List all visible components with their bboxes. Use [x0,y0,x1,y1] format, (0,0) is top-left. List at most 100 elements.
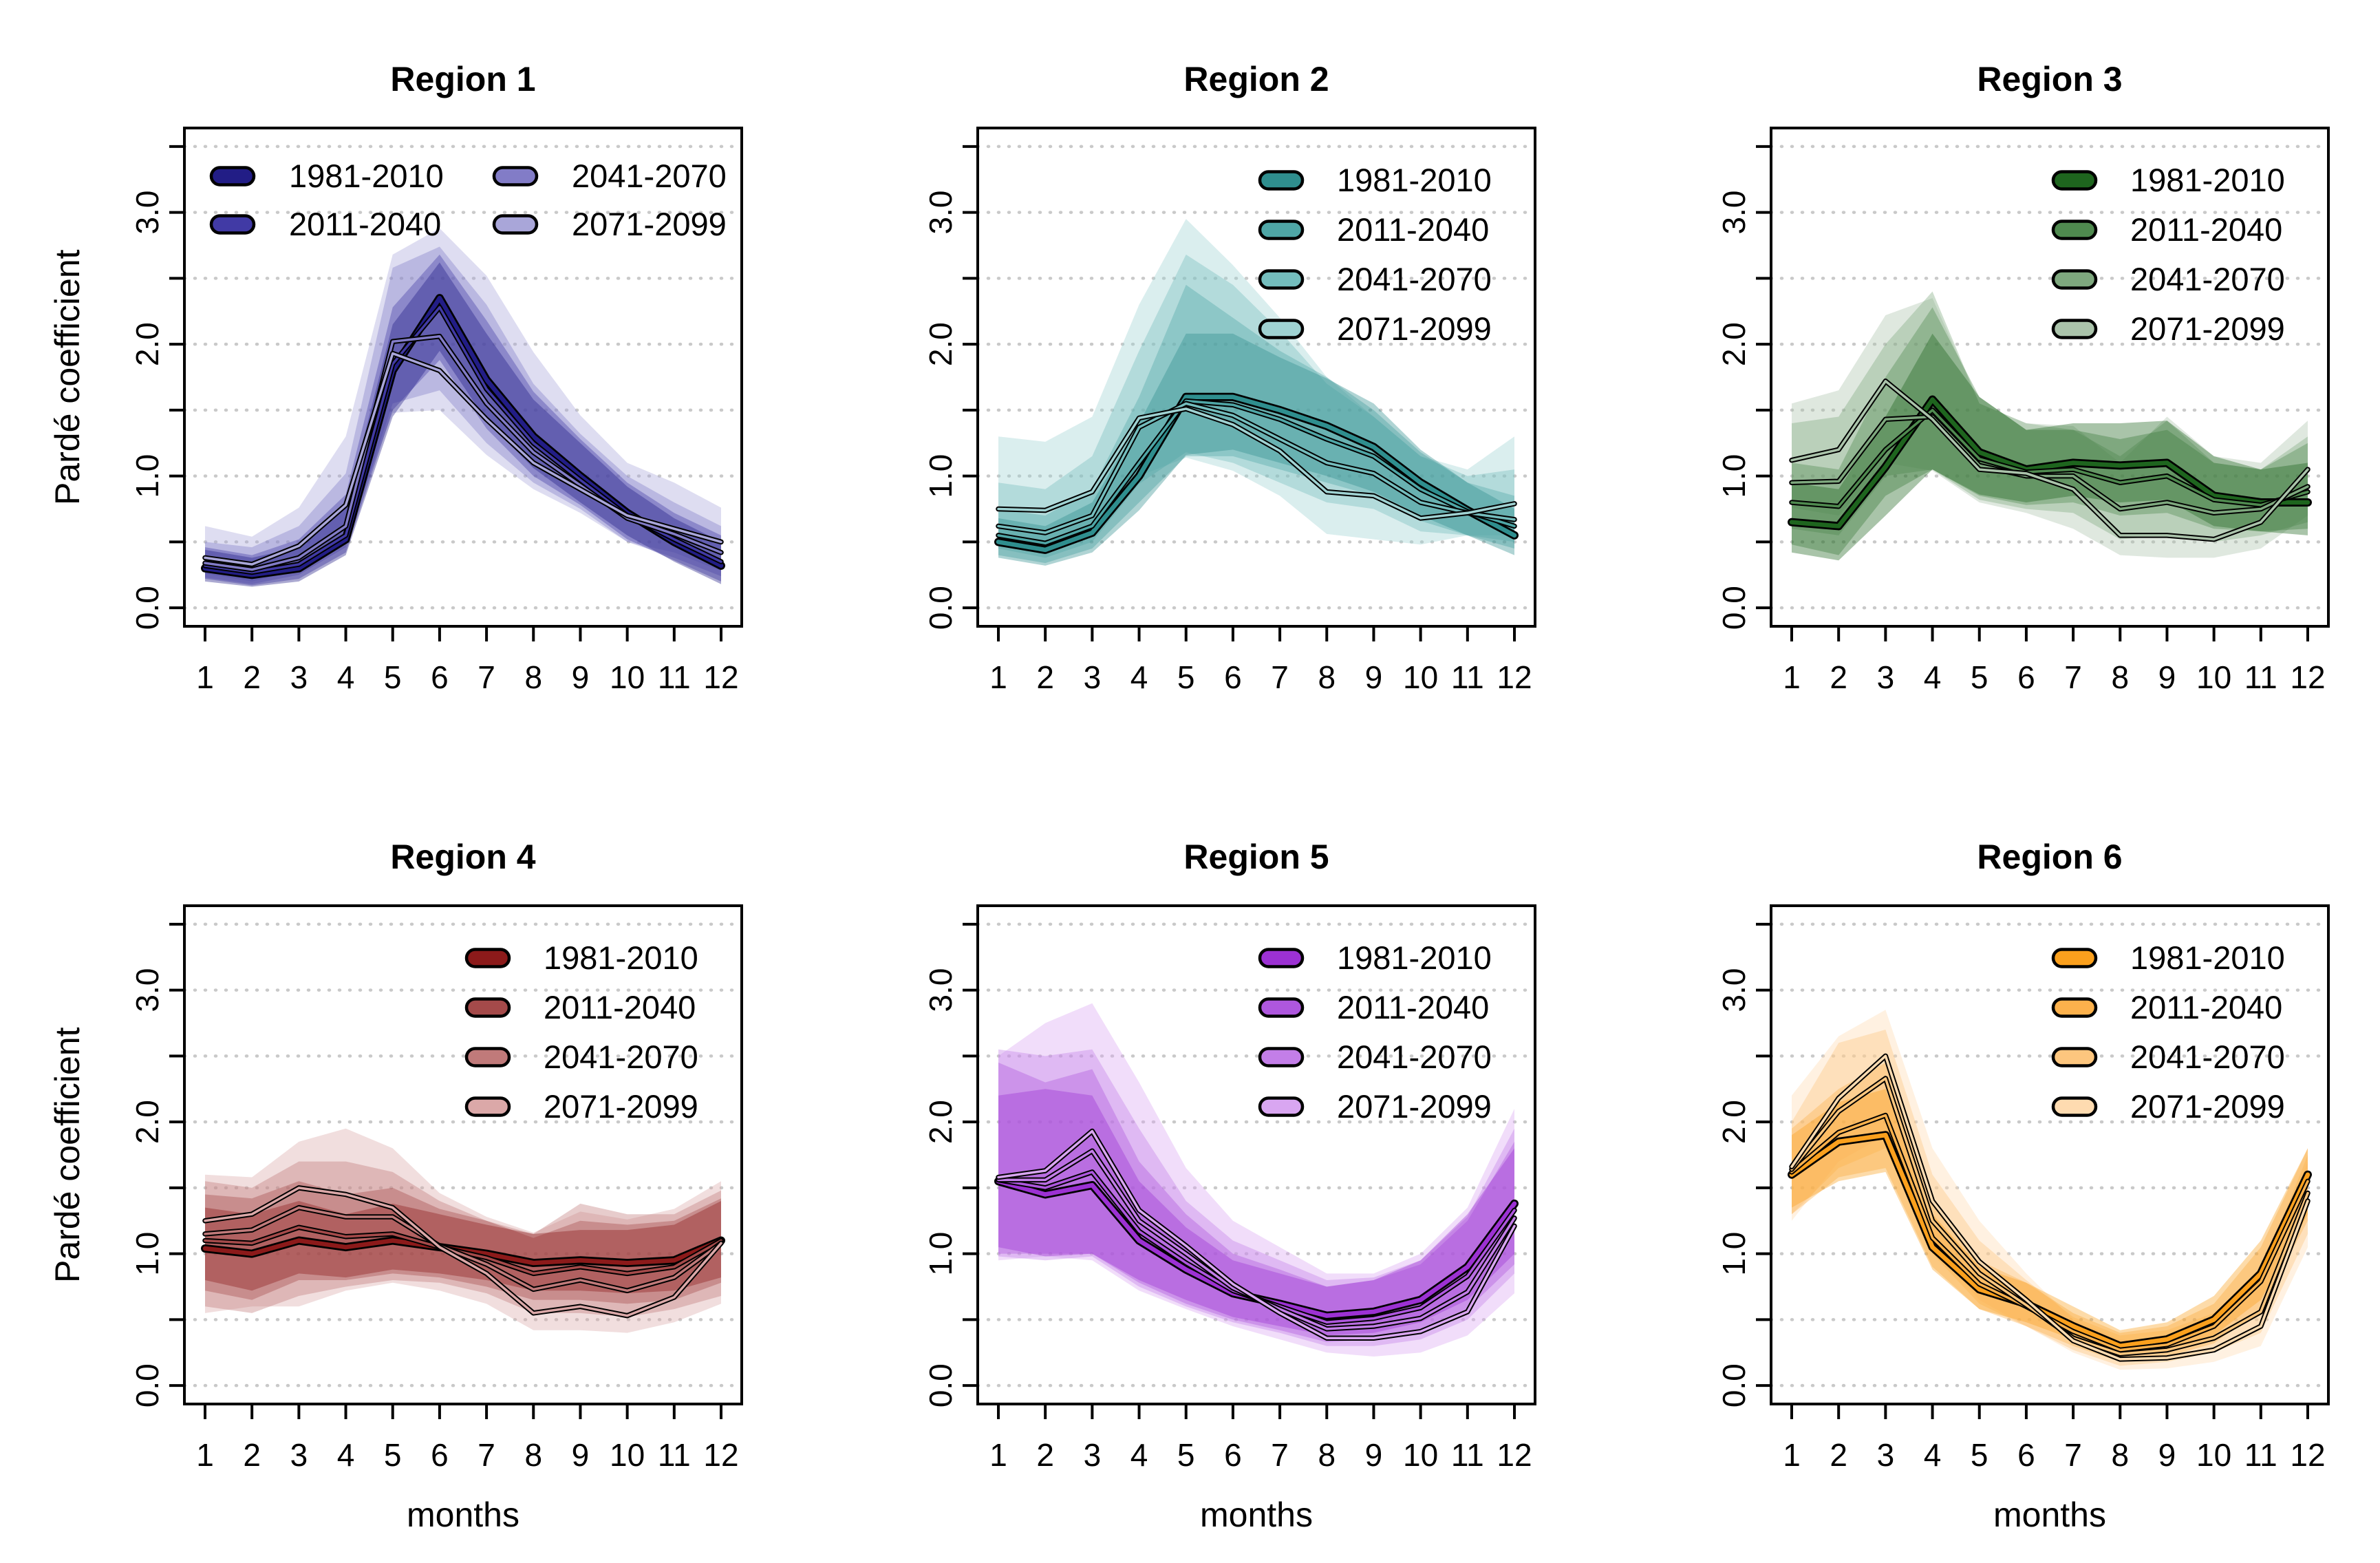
svg-text:12: 12 [2290,659,2325,695]
svg-text:9: 9 [1365,1437,1383,1473]
svg-text:1: 1 [1783,1437,1801,1473]
panel-region-5: Region 5 months 0.0 1.0 2.0 3.0 1 2 3 4 5 6 7 8 9 10 1… [793,778,1587,1563]
svg-text:3.0: 3.0 [923,191,958,235]
svg-text:2071-2099: 2071-2099 [572,206,727,242]
svg-text:8: 8 [2111,659,2129,695]
svg-text:4: 4 [1924,1437,1942,1473]
svg-text:0.0: 0.0 [1716,1363,1752,1407]
panel-region-4: Region 4 Pardé coefficient months 0.0 1.0… [0,778,793,1563]
svg-text:12: 12 [2290,1437,2325,1473]
svg-text:3.0: 3.0 [923,968,958,1012]
svg-text:8: 8 [524,659,542,695]
svg-text:6: 6 [2017,1437,2035,1473]
svg-text:7: 7 [1271,659,1289,695]
svg-text:1: 1 [196,1437,214,1473]
svg-text:2011-2040: 2011-2040 [1337,989,1489,1025]
x-axis-label: months [407,1496,519,1534]
svg-text:12: 12 [703,659,738,695]
svg-text:4: 4 [337,659,355,695]
svg-text:3.0: 3.0 [1716,191,1752,235]
svg-text:2: 2 [1830,659,1847,695]
svg-text:2071-2099: 2071-2099 [544,1088,698,1125]
svg-text:1.0: 1.0 [129,1232,165,1276]
region-4-chart: 0.01.02.03.01 2 3 4 5 6 7 8 9 10 11 121981-20102011… [129,904,744,1473]
svg-text:4: 4 [1924,659,1942,695]
svg-text:3: 3 [290,659,308,695]
svg-text:5: 5 [1177,1437,1195,1473]
svg-text:2071-2099: 2071-2099 [2130,1088,2285,1125]
svg-text:1.0: 1.0 [923,1232,958,1276]
svg-text:5: 5 [384,659,402,695]
svg-text:2011-2040: 2011-2040 [544,989,696,1025]
svg-text:1981-2010: 1981-2010 [289,158,444,194]
svg-text:2: 2 [243,659,261,695]
panel-region-3: Region 3 0.0 1.0 2.0 3.0 1 2 3 4 5 6 7 8 9 10 11 12 1981… [1587,0,2380,778]
svg-text:6: 6 [1224,659,1242,695]
panel-title-region-5: Region 5 [1183,838,1329,876]
svg-text:2041-2070: 2041-2070 [2130,261,2285,297]
svg-text:8: 8 [1318,659,1336,695]
svg-text:5: 5 [1971,1437,1988,1473]
region-6-chart: 0.01.02.03.01 2 3 4 5 6 7 8 9 10 11 121981-20102011… [1716,904,2330,1473]
svg-text:3.0: 3.0 [129,191,165,235]
svg-text:1: 1 [196,659,214,695]
svg-text:3: 3 [1877,659,1895,695]
svg-text:11: 11 [1451,659,1484,695]
svg-text:7: 7 [2064,659,2082,695]
svg-text:1.0: 1.0 [129,454,165,498]
svg-text:2071-2099: 2071-2099 [1337,310,1492,347]
svg-text:8: 8 [1318,1437,1336,1473]
svg-text:0.0: 0.0 [923,586,958,630]
svg-text:9: 9 [1365,659,1383,695]
svg-text:11: 11 [2244,1437,2277,1473]
svg-text:10: 10 [610,1437,645,1473]
svg-text:6: 6 [431,659,449,695]
panel-title-region-6: Region 6 [1977,838,2123,876]
svg-text:3.0: 3.0 [1716,968,1752,1012]
svg-text:2011-2040: 2011-2040 [1337,211,1489,248]
svg-text:0.0: 0.0 [923,1363,958,1407]
svg-text:3: 3 [1877,1437,1895,1473]
svg-text:9: 9 [2158,659,2176,695]
svg-text:11: 11 [1451,1437,1484,1473]
svg-text:2: 2 [1036,659,1054,695]
region-5-chart: 0.01.02.03.01 2 3 4 5 6 7 8 9 10 11 121981-20102011… [923,904,1537,1473]
svg-text:6: 6 [2017,659,2035,695]
panel-title-region-3: Region 3 [1977,60,2123,98]
svg-text:2071-2099: 2071-2099 [1337,1088,1492,1125]
svg-text:6: 6 [1224,1437,1242,1473]
svg-text:2011-2040: 2011-2040 [289,206,441,242]
svg-text:3: 3 [1084,1437,1102,1473]
svg-text:4: 4 [337,1437,355,1473]
svg-text:2: 2 [1830,1437,1847,1473]
svg-text:2.0: 2.0 [129,1100,165,1144]
svg-text:2041-2070: 2041-2070 [1337,261,1492,297]
svg-text:10: 10 [1403,659,1438,695]
svg-text:12: 12 [1497,659,1532,695]
svg-text:5: 5 [384,1437,402,1473]
svg-text:1.0: 1.0 [1716,1232,1752,1276]
svg-text:4: 4 [1130,1437,1148,1473]
svg-text:4: 4 [1130,659,1148,695]
svg-text:11: 11 [2244,659,2277,695]
svg-text:3: 3 [1084,659,1102,695]
svg-text:2041-2070: 2041-2070 [572,158,727,194]
svg-text:0.0: 0.0 [129,1363,165,1407]
svg-text:9: 9 [2158,1437,2176,1473]
svg-text:1981-2010: 1981-2010 [2130,939,2285,976]
panel-region-2: Region 2 0.0 1.0 2.0 3.0 1 2 3 4 5 6 7 8 9 10 11 12 1981… [793,0,1587,778]
svg-text:10: 10 [610,659,645,695]
svg-text:1.0: 1.0 [923,454,958,498]
svg-text:2011-2040: 2011-2040 [2130,211,2282,248]
svg-text:8: 8 [524,1437,542,1473]
svg-text:7: 7 [478,659,495,695]
svg-text:12: 12 [1497,1437,1532,1473]
svg-text:1981-2010: 1981-2010 [1337,939,1492,976]
svg-text:8: 8 [2111,1437,2129,1473]
svg-text:2041-2070: 2041-2070 [1337,1039,1492,1075]
svg-text:11: 11 [658,1437,691,1473]
svg-text:1: 1 [989,659,1007,695]
svg-text:2.0: 2.0 [1716,1100,1752,1144]
x-axis-label: months [1993,1496,2106,1534]
